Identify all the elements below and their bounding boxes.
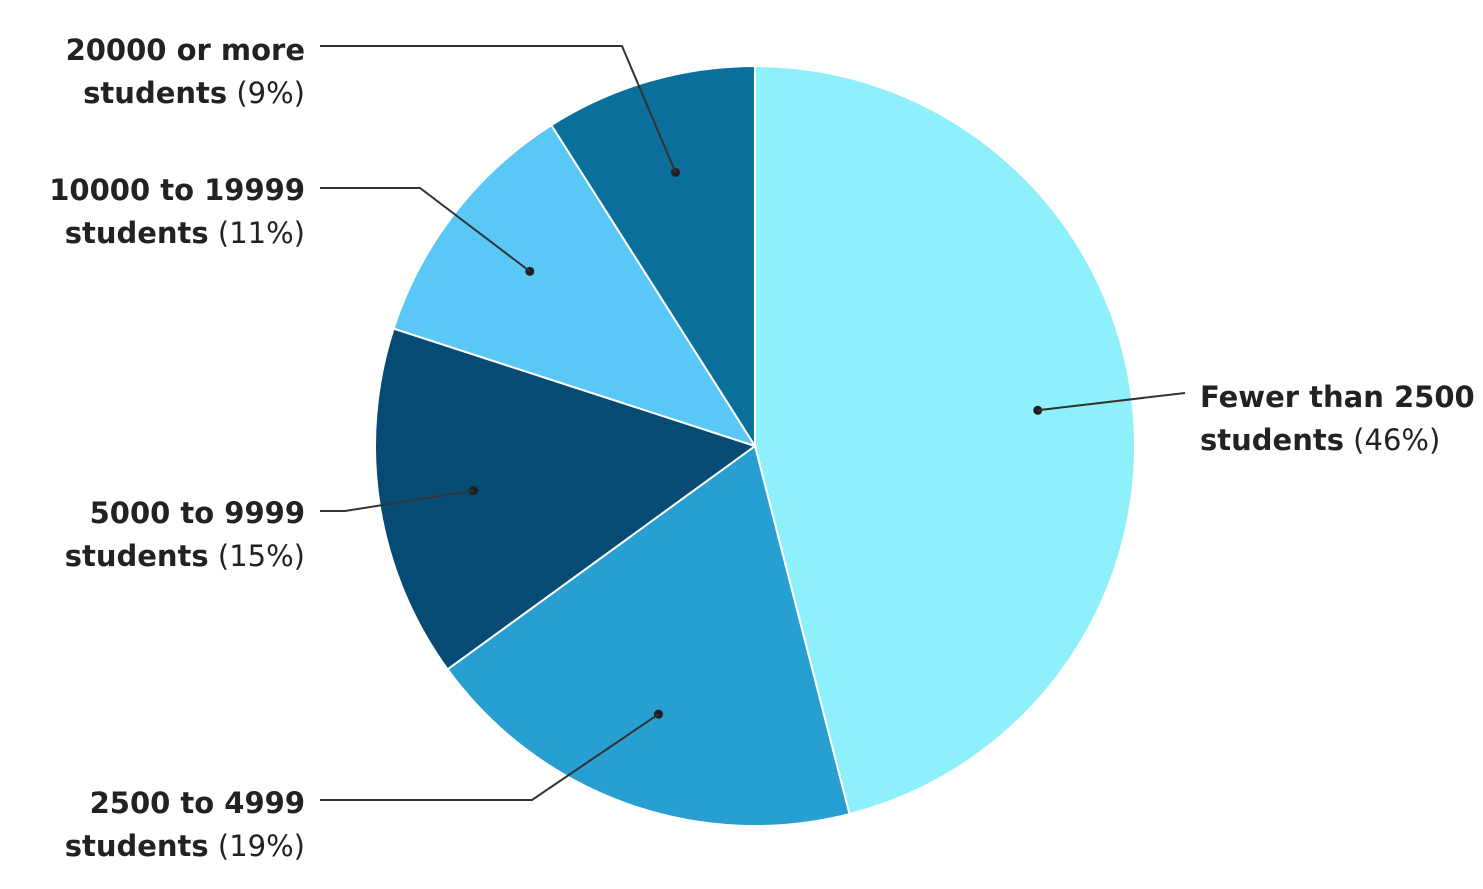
slice-labels: Fewer than 2500 students (46%) 2500 to 499… — [49, 33, 1474, 863]
slice-label-line1: 20000 or more — [66, 33, 305, 67]
slice-label-line2: students — [65, 539, 209, 573]
slice-label-2500-to-4999-students: 2500 to 4999 students (19%) — [65, 786, 305, 863]
slice-label-20000-or-more-students: 20000 or more students (9%) — [66, 33, 305, 110]
leader-line-5000-to-9999-students — [320, 489, 474, 512]
pie-slices — [374, 64, 1137, 827]
slice-label-line2: students — [65, 829, 209, 863]
leader-line-10000-to-19999-students — [320, 187, 531, 273]
slice-label-percent: (11%) — [209, 216, 305, 250]
slice-label-line1: Fewer than 2500 — [1200, 380, 1475, 414]
leader-line-fewer-than-2500-students — [1037, 392, 1186, 412]
slice-label-percent: (19%) — [209, 829, 305, 863]
slice-label-percent: (46%) — [1344, 423, 1440, 457]
slice-label-line2: students — [1200, 423, 1344, 457]
slice-label-10000-to-19999-students: 10000 to 19999 students (11%) — [49, 173, 305, 250]
slice-label-line1: 5000 to 9999 — [90, 496, 305, 530]
slice-label-line1: 10000 to 19999 — [49, 173, 305, 207]
slice-label-percent: (9%) — [227, 76, 305, 110]
leader-line-2500-to-4999-students — [320, 713, 660, 801]
pie-slice-10000-to-19999-students — [392, 123, 758, 448]
slice-label-line2: students — [65, 216, 209, 250]
slice-label-line2: students — [83, 76, 227, 110]
pie-slice-20000-or-more-students — [550, 64, 756, 450]
slice-label-fewer-than-2500-students: Fewer than 2500 students (46%) — [1200, 380, 1475, 457]
leader-lines — [320, 45, 1186, 801]
slice-label-5000-to-9999-students: 5000 to 9999 students (15%) — [65, 496, 305, 573]
pie-slice-2500-to-4999-students — [446, 444, 851, 827]
slice-label-percent: (15%) — [209, 539, 305, 573]
slice-label-line1: 2500 to 4999 — [90, 786, 305, 820]
leader-line-20000-or-more-students — [320, 45, 677, 173]
